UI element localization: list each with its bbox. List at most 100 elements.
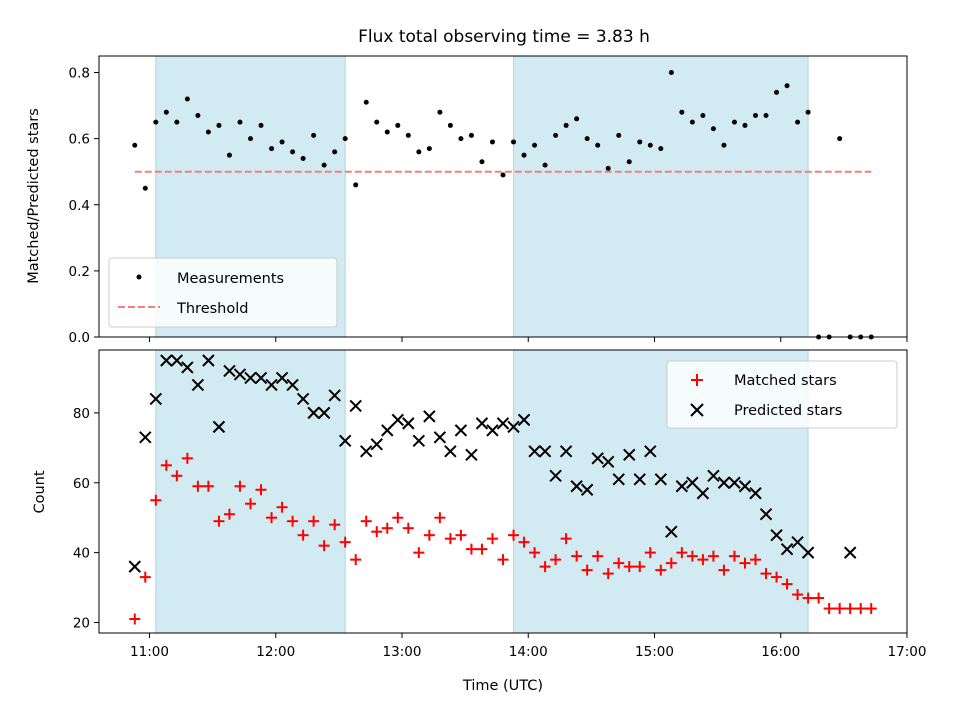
matched-star-point: [297, 529, 309, 541]
y-tick-label: 20: [73, 616, 90, 632]
measurement-point: [468, 132, 474, 138]
predicted-star-point: [265, 378, 278, 392]
measurement-point: [710, 126, 716, 132]
predicted-star-point: [160, 354, 173, 367]
measurement-point: [837, 136, 843, 142]
measurement-point: [605, 165, 611, 171]
matched-star-point: [508, 529, 520, 541]
matched-star-point: [739, 557, 751, 569]
matched-star-point: [581, 564, 593, 576]
matched-star-point: [486, 533, 498, 545]
measurement-point: [279, 139, 285, 145]
matched-star-point: [781, 578, 793, 590]
measurement-point: [132, 142, 138, 148]
predicted-star-point: [412, 434, 426, 448]
measurement-point: [332, 149, 338, 155]
predicted-star-point: [465, 448, 478, 462]
matched-star-point: [813, 592, 825, 604]
measurement-point: [342, 136, 348, 142]
measurement-point: [269, 146, 275, 152]
matched-star-point: [434, 512, 446, 524]
matched-star-point: [234, 480, 246, 492]
count-y-axis: 20 40 60 80: [73, 406, 99, 632]
matched-star-point: [413, 547, 425, 559]
measurement-point: [700, 113, 706, 119]
matched-star-point: [371, 526, 383, 538]
count-x-axis: 11:00 12:00 13:00 14:00 15:00 16:00 17:00: [130, 633, 926, 660]
matched-star-point: [602, 568, 614, 580]
predicted-star-point: [801, 546, 815, 559]
measurement-point: [521, 152, 527, 158]
ratio-legend: Measurements Threshold: [108, 257, 338, 328]
measurement-point: [153, 119, 159, 125]
matched-star-point: [707, 550, 719, 562]
predicted-star-point: [233, 368, 247, 381]
matched-star-point: [350, 554, 362, 566]
measurement-point: [784, 83, 790, 89]
predicted-star-point: [580, 483, 594, 496]
predicted-star-point: [696, 487, 710, 500]
matched-star-point: [402, 522, 414, 534]
measurement-point: [311, 132, 317, 138]
matched-star-point: [634, 561, 646, 573]
matched-star-point: [750, 554, 761, 566]
measurement-point: [174, 119, 180, 125]
matched-star-point: [339, 536, 351, 548]
matched-star-point: [855, 603, 867, 615]
matched-star-point: [865, 603, 877, 615]
count-y-axis-label: Count: [32, 470, 48, 513]
predicted-star-point: [559, 445, 573, 458]
matched-star-point: [266, 512, 278, 524]
predicted-star-point: [170, 354, 184, 367]
matched-star-point: [476, 543, 488, 555]
x-axis-label: Time (UTC): [462, 678, 543, 694]
predicted-star-point: [360, 445, 373, 458]
measurement-point: [742, 122, 748, 128]
measurement-point: [668, 70, 674, 76]
predicted-star-point: [644, 445, 657, 458]
matched-star-point: [718, 564, 730, 576]
matched-star-point: [329, 519, 341, 531]
predicted-star-point: [139, 431, 152, 444]
legend-predicted-label: Predicted stars: [734, 403, 842, 419]
predicted-star-point: [675, 480, 689, 493]
x-tick-label: 16:00: [761, 644, 800, 660]
matched-star-point: [771, 571, 783, 583]
predicted-star-point: [759, 508, 773, 521]
measurement-point: [532, 142, 538, 148]
predicted-star-point: [770, 528, 783, 542]
matched-star-point: [644, 547, 656, 559]
measurement-point: [753, 113, 758, 119]
measurement-point: [290, 149, 296, 155]
measurement-point: [489, 139, 495, 145]
measurement-point: [584, 136, 590, 142]
matched-star-point: [655, 564, 667, 576]
matched-star-point: [550, 554, 562, 566]
measurement-point: [384, 129, 390, 135]
x-tick-label: 13:00: [383, 644, 422, 660]
y-tick-label: 0.6: [69, 132, 90, 148]
matched-star-point: [171, 470, 183, 482]
chart-title: Flux total observing time = 3.83 h: [358, 27, 650, 47]
matched-star-point: [613, 557, 625, 569]
matched-star-point: [623, 561, 635, 573]
ratio-x-ticks: [149, 337, 908, 342]
matched-star-point: [665, 557, 677, 569]
x-tick-label: 11:00: [130, 644, 169, 660]
measurement-point: [184, 96, 190, 102]
measurement-point: [542, 162, 548, 168]
measurement-point: [216, 122, 222, 128]
matched-star-point: [160, 459, 172, 471]
legend-measurements-label: Measurements: [177, 271, 284, 287]
shaded-interval: [155, 349, 346, 634]
matched-star-point: [697, 554, 709, 566]
predicted-star-point: [338, 434, 352, 448]
measurement-point: [795, 119, 801, 125]
matched-star-point: [571, 550, 583, 562]
predicted-star-point: [707, 469, 720, 482]
measurement-point: [595, 142, 601, 148]
matched-star-point: [728, 550, 740, 562]
predicted-star-point: [591, 452, 604, 465]
measurement-point: [205, 129, 211, 135]
